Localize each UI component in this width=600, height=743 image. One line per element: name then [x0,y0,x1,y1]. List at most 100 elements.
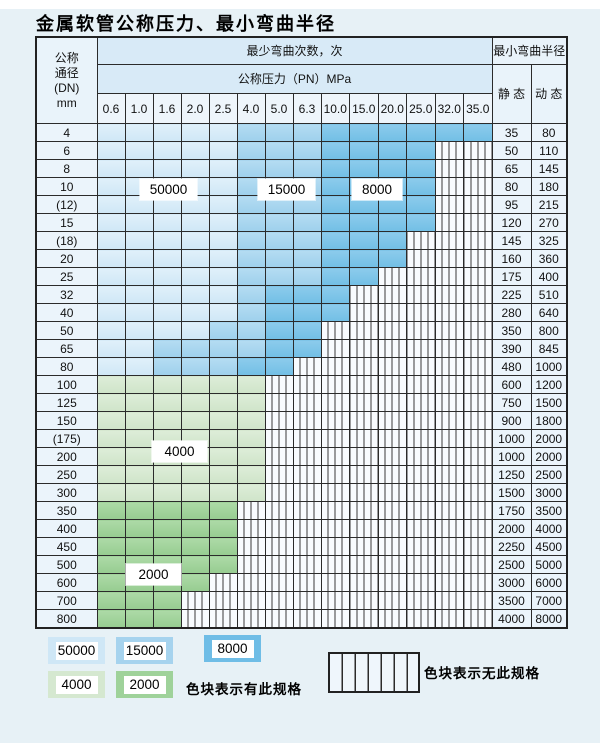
spec-cell [152,231,182,250]
spec-cell [208,159,238,178]
spec-cell [320,411,350,430]
spec-cell [180,483,210,502]
spec-cell [208,177,238,196]
spec-cell [264,123,294,142]
spec-cell [463,483,493,502]
spec-cell [292,303,322,322]
pressure-column-header: 1.0 [124,93,154,124]
static-radius-cell: 600 [491,375,532,394]
spec-cell [292,393,322,412]
spec-cell [349,213,379,232]
table-row: 8 65 145 [35,159,568,178]
spec-cell [349,357,379,376]
spec-cell [264,447,294,466]
spec-cell [124,591,154,610]
spec-cell [349,141,379,160]
spec-cell [406,159,436,178]
legend-swatch-50000: 50000 [48,637,105,664]
spec-cell [463,357,493,376]
spec-cell [320,213,350,232]
spec-cell [180,339,210,358]
spec-cell [406,411,436,430]
spec-cell [349,483,379,502]
spec-cell [292,591,322,610]
legend-no-spec-text: 色块表示无此规格 [424,666,540,681]
spec-cell [180,465,210,484]
spec-cell [208,141,238,160]
spec-cell [152,123,182,142]
pressure-column-header: 15.0 [349,93,379,124]
spec-cell [264,339,294,358]
spec-cell [208,609,238,629]
spec-cell [96,177,126,196]
static-radius-cell: 3500 [491,591,532,610]
spec-cell [463,375,493,394]
spec-cell [349,123,379,142]
spec-cell [320,519,350,538]
spec-cell [320,303,350,322]
spec-cell [124,339,154,358]
spec-cell [96,213,126,232]
spec-cell [377,231,407,250]
table-row: 50 350 800 [35,321,568,340]
dynamic-radius-cell: 3500 [530,501,568,520]
spec-cell [152,537,182,556]
spec-cell [434,213,464,232]
spec-cell [152,303,182,322]
spec-cell [264,501,294,520]
spec-cell [320,339,350,358]
spec-cell [236,537,266,556]
spec-cell [406,393,436,412]
spec-cell [180,285,210,304]
spec-cell [208,411,238,430]
spec-cell [320,591,350,610]
spec-cell [264,465,294,484]
spec-cell [124,375,154,394]
spec-cell [463,303,493,322]
dn-cell: (175) [35,429,98,448]
spec-cell [152,285,182,304]
spec-cell [264,519,294,538]
dynamic-radius-cell: 640 [530,303,568,322]
spec-cell [377,411,407,430]
spec-cell [377,159,407,178]
spec-cell [320,537,350,556]
dn-cell: 800 [35,609,98,629]
dynamic-radius-cell: 1200 [530,375,568,394]
static-radius-cell: 120 [491,213,532,232]
spec-cell [208,375,238,394]
pressure-column-header: 6.3 [292,93,322,124]
spec-cell [434,141,464,160]
table-row: 40 280 640 [35,303,568,322]
spec-cell [124,483,154,502]
static-radius-cell: 1000 [491,447,532,466]
spec-cell [96,573,126,592]
spec-cell [236,339,266,358]
spec-cell [349,429,379,448]
static-radius-cell: 95 [491,195,532,214]
spec-cell [152,159,182,178]
spec-cell [152,501,182,520]
dynamic-radius-cell: 325 [530,231,568,250]
spec-cell [406,483,436,502]
spec-cell [264,231,294,250]
spec-cell [180,213,210,232]
table-row: 25 175 400 [35,267,568,286]
region-label-2000: 2000 [126,564,181,585]
spec-cell [434,249,464,268]
spec-cell [406,249,436,268]
spec-cell [434,411,464,430]
spec-cell [377,339,407,358]
radius-title-cell: 最小弯曲半径 [491,36,568,65]
spec-cell [208,501,238,520]
spec-cell [320,501,350,520]
spec-cell [124,519,154,538]
static-radius-cell: 750 [491,393,532,412]
spec-cell [96,231,126,250]
legend-swatch-label: 15000 [123,641,166,660]
static-radius-cell: 145 [491,231,532,250]
spec-cell [96,249,126,268]
spec-cell [377,357,407,376]
spec-cell [406,357,436,376]
spec-cell [124,249,154,268]
